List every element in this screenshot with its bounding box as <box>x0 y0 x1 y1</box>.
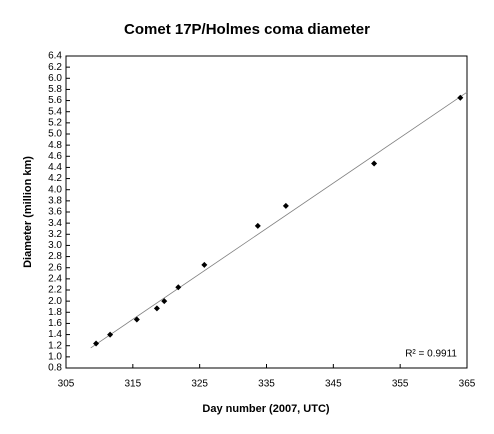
data-point <box>107 331 114 338</box>
y-tick-label: 2.8 <box>48 251 62 262</box>
y-tick-label: 3.6 <box>48 207 62 218</box>
y-tick-label: 3.2 <box>48 229 62 240</box>
r-squared-annotation: R² = 0.9911 <box>405 349 457 360</box>
data-point <box>133 316 140 323</box>
data-point <box>175 284 182 291</box>
y-tick-label: 1.4 <box>48 329 62 340</box>
y-tick-label: 6.4 <box>48 51 62 62</box>
x-tick-label: 345 <box>325 379 342 390</box>
data-point <box>93 340 100 347</box>
x-axis-label: Day number (2007, UTC) <box>202 403 329 415</box>
y-tick-label: 2.4 <box>48 273 62 284</box>
y-tick-label: 4.2 <box>48 173 62 184</box>
y-tick-label: 5.4 <box>48 106 62 117</box>
x-tick-label: 325 <box>191 379 208 390</box>
y-tick-label: 3.8 <box>48 195 62 206</box>
x-tick-label: 315 <box>124 379 141 390</box>
y-tick-label: 4.6 <box>48 151 62 162</box>
data-point <box>161 298 168 305</box>
y-tick-label: 5.2 <box>48 117 62 128</box>
data-point <box>371 160 378 167</box>
data-point <box>254 222 261 229</box>
y-tick-label: 5.8 <box>48 84 62 95</box>
y-tick-label: 2.6 <box>48 262 62 273</box>
y-tick-label: 3.4 <box>48 218 62 229</box>
trend-line <box>90 91 468 349</box>
x-tick-label: 305 <box>58 379 75 390</box>
y-tick-label: 4.4 <box>48 162 62 173</box>
y-tick-label: 1.8 <box>48 307 62 318</box>
data-point <box>153 305 160 312</box>
y-tick-label: 3.0 <box>48 240 62 251</box>
y-tick-label: 2.0 <box>48 296 62 307</box>
y-tick-label: 5.0 <box>48 129 62 140</box>
x-tick-label: 355 <box>392 379 409 390</box>
y-tick-label: 2.2 <box>48 285 62 296</box>
y-tick-label: 1.2 <box>48 340 62 351</box>
y-tick-label: 1.6 <box>48 318 62 329</box>
y-axis-label: Diameter (million km) <box>22 156 34 268</box>
x-tick-label: 335 <box>258 379 275 390</box>
y-tick-label: 5.6 <box>48 95 62 106</box>
chart-title: Comet 17P/Holmes coma diameter <box>124 21 370 38</box>
y-tick-label: 6.0 <box>48 73 62 84</box>
x-tick-label: 365 <box>459 379 476 390</box>
y-tick-label: 6.2 <box>48 62 62 73</box>
data-point <box>201 261 208 268</box>
y-tick-label: 0.8 <box>48 363 62 374</box>
y-tick-label: 1.0 <box>48 351 62 362</box>
y-tick-label: 4.8 <box>48 140 62 151</box>
data-point <box>457 94 464 101</box>
y-tick-label: 4.0 <box>48 184 62 195</box>
data-point <box>282 202 289 209</box>
